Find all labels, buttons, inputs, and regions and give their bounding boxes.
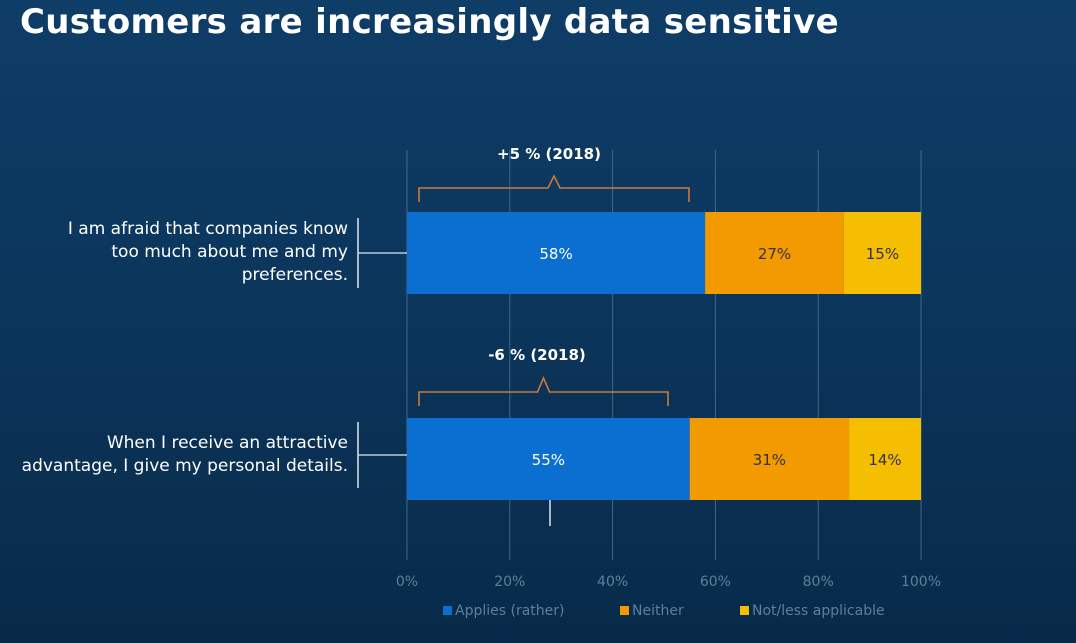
category-label-line: advantage, I give my personal details.: [21, 456, 348, 476]
x-tick-label: 80%: [803, 574, 834, 590]
legend-label: Applies (rather): [455, 603, 564, 619]
category-label-line: too much about me and my: [111, 242, 348, 262]
bar-not-less-applicable: [843, 212, 921, 294]
category-label: When I receive an attractive advantage, I…: [10, 432, 348, 478]
data-label: 31%: [753, 451, 786, 469]
legend-label: Neither: [632, 603, 684, 619]
data-label: 27%: [758, 245, 791, 263]
bar-not-less-applicable: [849, 418, 921, 500]
category-label: I am afraid that companies know too much …: [20, 218, 348, 287]
annotation-label: +5 % (2018): [497, 145, 601, 163]
legend-swatch: [620, 606, 629, 615]
x-tick-label: 60%: [700, 574, 731, 590]
bracket: [418, 174, 690, 202]
x-tick-label: 100%: [901, 574, 941, 590]
bar-applies-rather: [407, 418, 690, 500]
x-tick-label: 0%: [396, 574, 418, 590]
bar-neither: [705, 212, 844, 294]
legend-swatch: [740, 606, 749, 615]
bar-neither: [689, 418, 850, 500]
bracket: [418, 375, 669, 406]
x-tick-label: 20%: [494, 574, 525, 590]
data-label: 58%: [539, 245, 572, 263]
data-label: 14%: [868, 451, 901, 469]
category-label-line: When I receive an attractive: [106, 433, 348, 453]
annotation-label: -6 % (2018): [488, 346, 586, 364]
legend-label: Not/less applicable: [752, 603, 885, 619]
bar-applies-rather: [407, 212, 706, 294]
data-label: 15%: [866, 245, 899, 263]
x-tick-label: 40%: [597, 574, 628, 590]
data-label: 55%: [532, 451, 565, 469]
slide-title: Customers are increasingly data sensitiv…: [20, 2, 839, 42]
category-label-line: preferences.: [241, 265, 348, 285]
legend-swatch: [443, 606, 452, 615]
category-label-line: I am afraid that companies know: [67, 219, 348, 239]
